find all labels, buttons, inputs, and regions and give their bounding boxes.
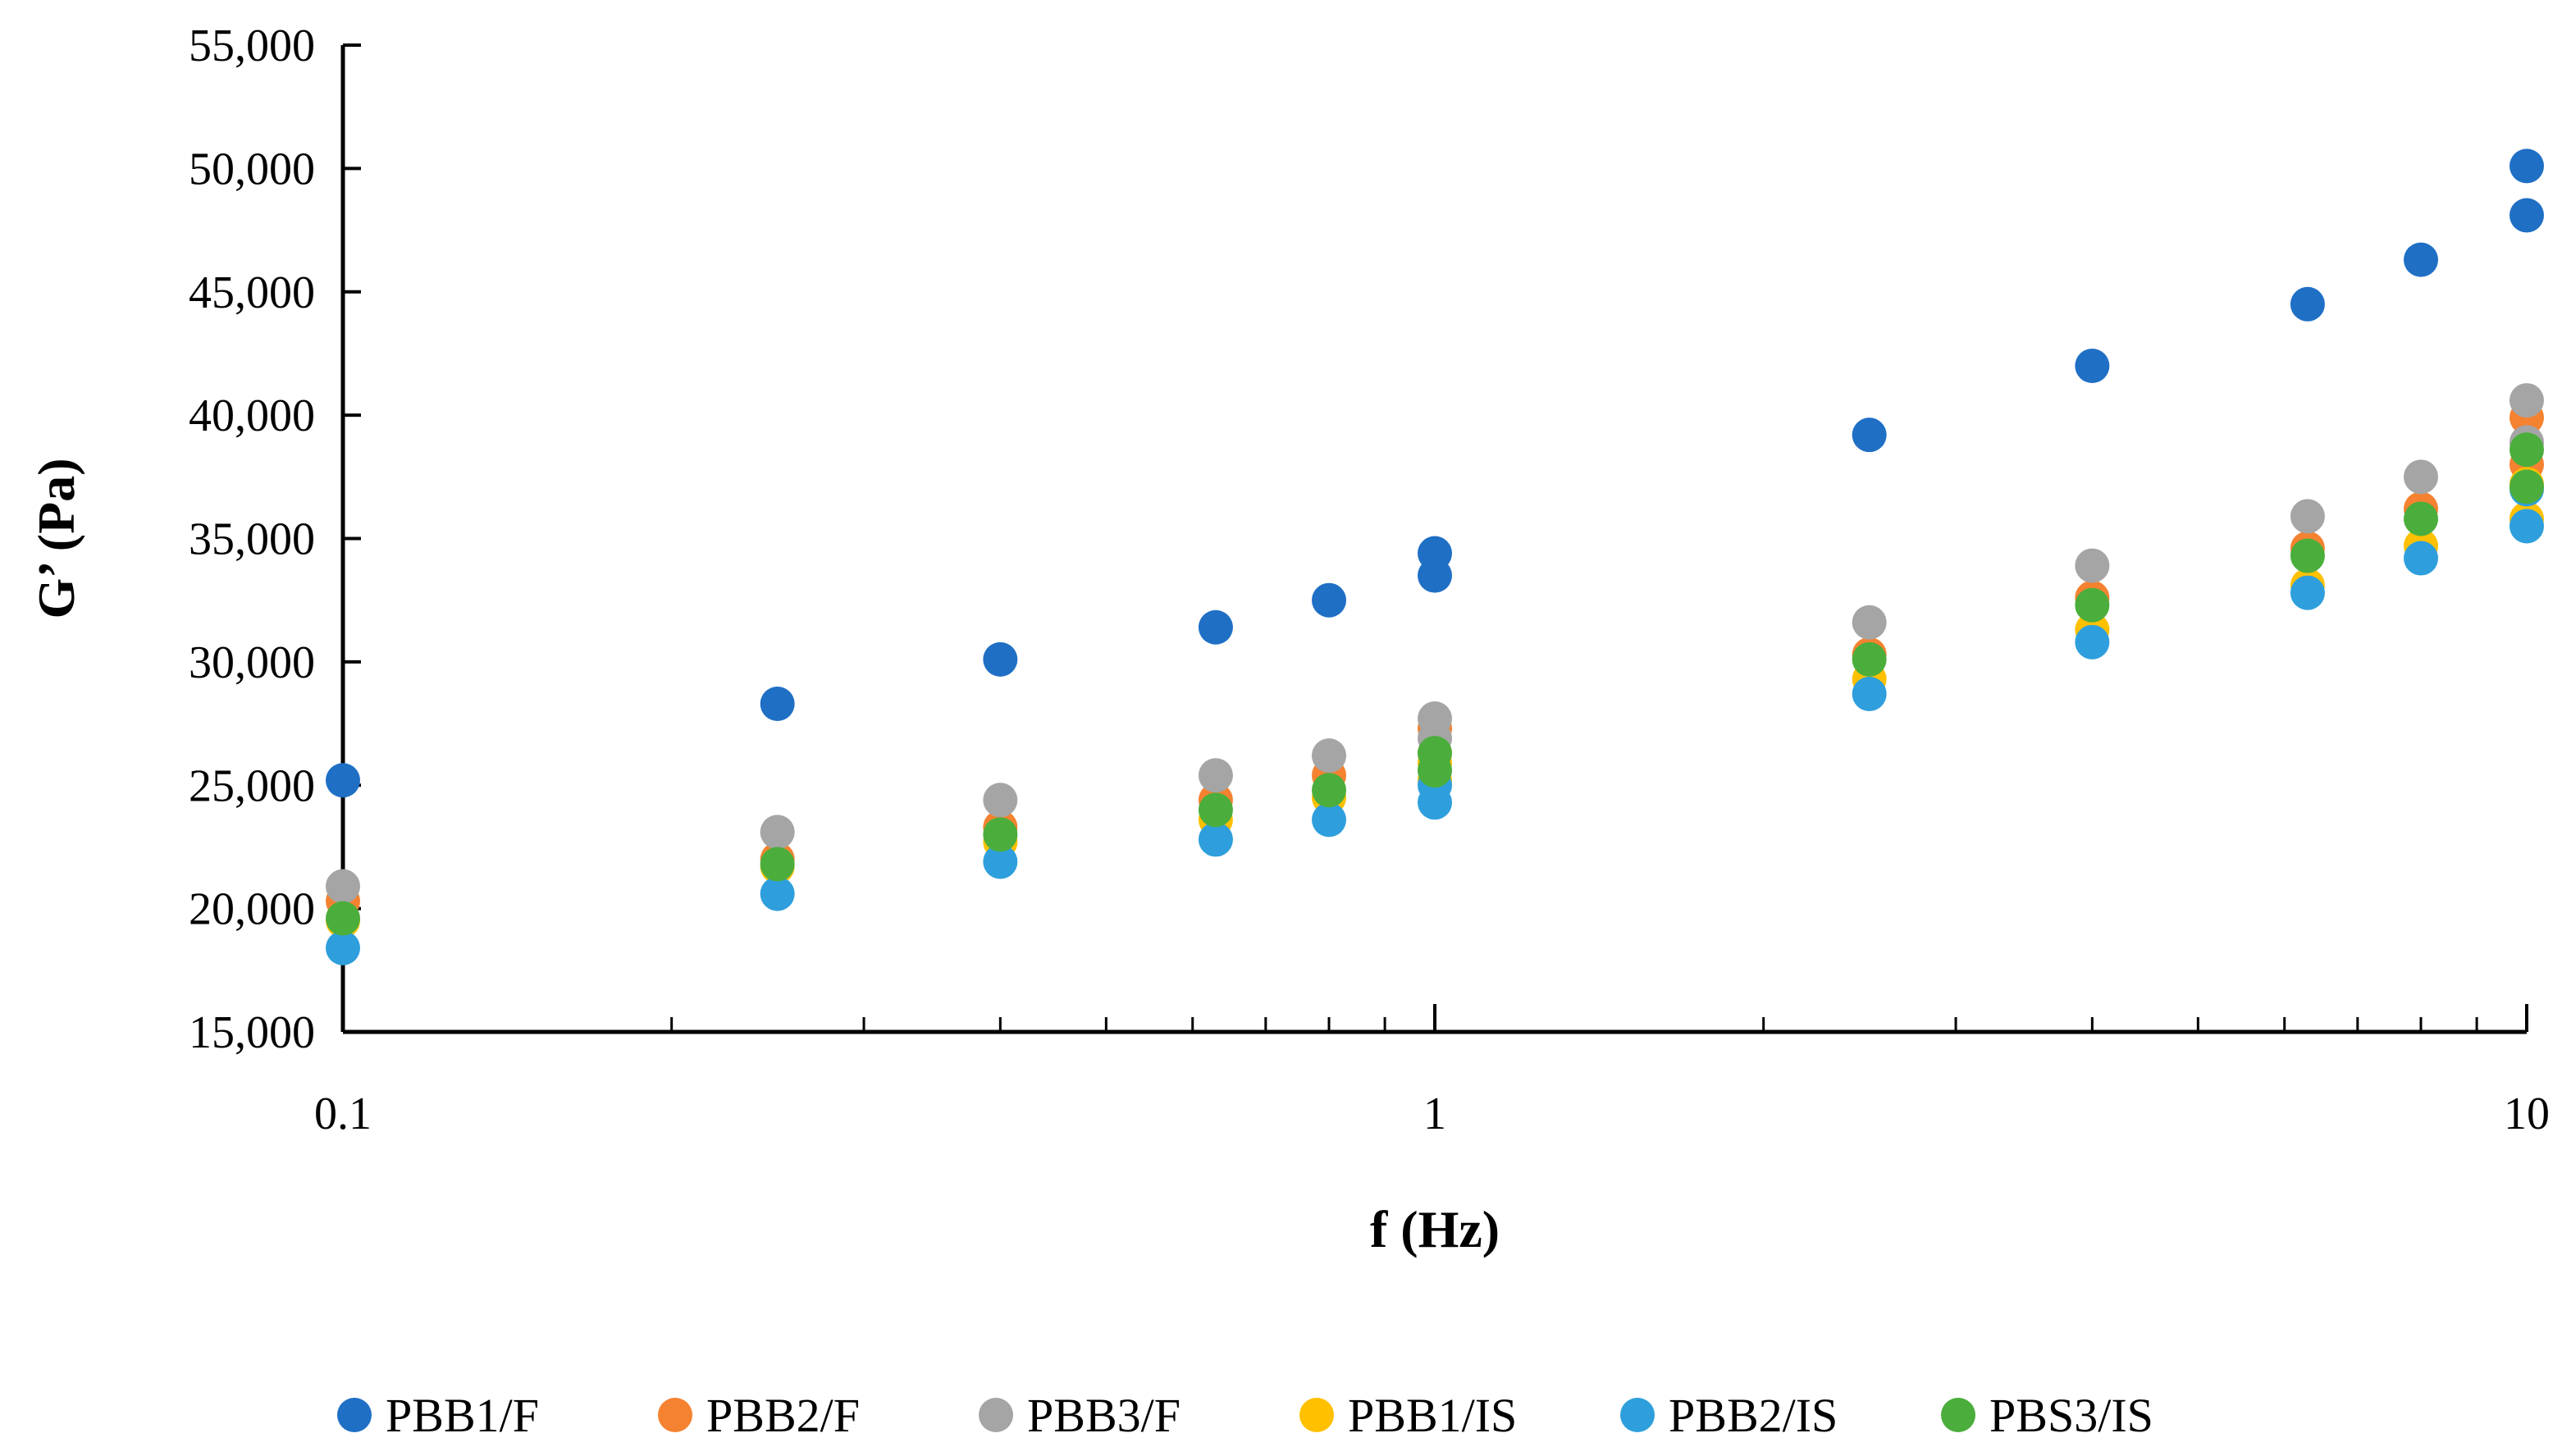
data-point: [1312, 582, 1347, 618]
legend-item: PBB1/IS: [1299, 1389, 1517, 1442]
legend-item: PBB3/F: [979, 1389, 1181, 1442]
legend-item: PBS3/IS: [1941, 1389, 2153, 1442]
data-point: [1418, 536, 1452, 571]
y-tick-label: 55,000: [189, 21, 315, 71]
data-point: [1198, 609, 1233, 645]
ticks: 15,000 20,000 25,000 30,000 35,000 40,000 45,0…: [189, 21, 2550, 1139]
data-point: [2509, 509, 2544, 544]
data-point: [326, 930, 360, 965]
y-tick-label: 30,000: [189, 637, 315, 688]
data-point: [2509, 383, 2544, 418]
data-point: [2075, 548, 2110, 583]
data-point: [2290, 499, 2325, 534]
data-point: [983, 817, 1018, 852]
data-point: [1852, 641, 1887, 677]
series-pbs3-is: [326, 432, 2544, 936]
data-point: [2290, 286, 2325, 322]
legend-label: PBB2/IS: [1669, 1389, 1838, 1442]
data-point: [2404, 541, 2439, 576]
y-tick-label: 25,000: [189, 760, 315, 811]
data-point: [1198, 758, 1233, 793]
y-tick-label: 45,000: [189, 267, 315, 318]
y-tick-label: 40,000: [189, 390, 315, 441]
legend-label: PBB1/F: [386, 1389, 539, 1442]
x-tick-label: 10: [2504, 1089, 2550, 1139]
legend-label: PBS3/IS: [1989, 1389, 2153, 1442]
data-point: [2509, 432, 2544, 468]
y-tick-label: 50,000: [189, 144, 315, 194]
data-point: [1312, 773, 1347, 808]
data-point: [2075, 348, 2110, 383]
data-point: [1852, 605, 1887, 640]
series-pbb1-f: [326, 148, 2544, 798]
data-point: [1312, 738, 1347, 774]
legend-item: PBB2/IS: [1620, 1389, 1838, 1442]
data-point: [983, 844, 1018, 879]
legend-item: PBB2/F: [658, 1389, 860, 1442]
legend-marker: [1941, 1398, 1975, 1432]
data-point: [2075, 624, 2110, 660]
legend-item: PBB1/F: [337, 1389, 539, 1442]
data-point: [1418, 736, 1452, 771]
data-point: [2509, 198, 2544, 233]
legend-marker: [337, 1398, 372, 1432]
data-point: [760, 876, 795, 911]
data-point: [1198, 792, 1233, 828]
series-pbb3-f: [326, 383, 2544, 904]
data-point: [2290, 575, 2325, 610]
x-tick-label: 0.1: [314, 1089, 372, 1139]
data-point: [2404, 501, 2439, 536]
data-point: [983, 641, 1018, 677]
legend-label: PBB2/F: [706, 1389, 860, 1442]
legend-marker: [979, 1398, 1013, 1432]
data-point: [1198, 822, 1233, 857]
legend-marker: [1299, 1398, 1334, 1432]
data-point: [2075, 587, 2110, 623]
legend-marker: [1620, 1398, 1655, 1432]
data-point: [1312, 802, 1347, 838]
legend-label: PBB1/IS: [1348, 1389, 1517, 1442]
data-points: [326, 148, 2544, 965]
legend-marker: [658, 1398, 692, 1432]
data-point: [983, 783, 1018, 818]
data-point: [1418, 701, 1452, 737]
data-point: [1852, 418, 1887, 453]
data-point: [760, 815, 795, 850]
legend-label: PBB3/F: [1027, 1389, 1181, 1442]
data-point: [2404, 459, 2439, 495]
x-tick-label: 1: [1423, 1089, 1446, 1139]
series-pbb2-f: [326, 400, 2544, 919]
data-point: [760, 687, 795, 722]
data-point: [2509, 469, 2544, 504]
data-point: [760, 847, 795, 882]
data-point: [2404, 242, 2439, 277]
data-point: [326, 763, 360, 798]
y-tick-label: 15,000: [189, 1007, 315, 1058]
y-tick-label: 20,000: [189, 884, 315, 935]
data-point: [1852, 676, 1887, 711]
data-point: [326, 869, 360, 904]
x-axis-title: f (Hz): [1370, 1200, 1500, 1258]
y-tick-label: 35,000: [189, 514, 315, 565]
data-point: [2290, 538, 2325, 573]
legend: PBB1/F PBB2/F PBB3/F PBB1/IS PBB2/IS PBS3/IS: [337, 1389, 2153, 1442]
data-point: [2509, 148, 2544, 184]
y-axis-title: G’ (Pa): [27, 458, 85, 618]
data-point: [326, 901, 360, 936]
